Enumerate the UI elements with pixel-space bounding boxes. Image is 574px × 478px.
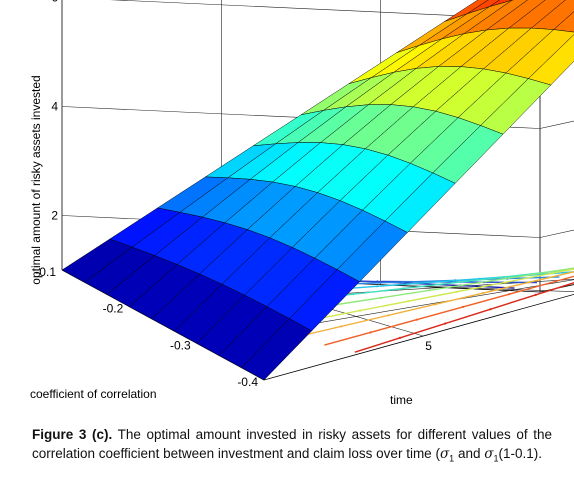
contour-line — [354, 282, 574, 353]
contour-marker — [444, 322, 447, 325]
contour-marker — [554, 280, 557, 283]
surface-patch — [241, 318, 313, 381]
contour-marker — [534, 293, 537, 296]
contour-marker — [352, 293, 355, 296]
contour-marker — [402, 287, 405, 290]
contour-marker — [481, 292, 484, 295]
corr-tick-label: -0.2 — [103, 302, 124, 316]
contour-marker — [369, 331, 372, 334]
contour-marker — [528, 281, 532, 284]
z-tick-label: 4 — [51, 100, 58, 114]
figure-caption: Figure 3 (c). The optimal amount investe… — [32, 425, 552, 469]
contour-marker — [551, 272, 554, 275]
corr-tick-label: -0.4 — [237, 375, 258, 389]
contour-marker — [527, 274, 530, 277]
caption-and: and — [457, 446, 481, 461]
contour-marker — [379, 296, 382, 299]
caption-tail: (1-0.1). — [498, 446, 542, 461]
contour-marker — [461, 305, 465, 308]
contour-marker — [387, 314, 390, 317]
surface-mesh — [61, 0, 574, 381]
contour-marker — [478, 281, 481, 284]
corr-tick-label: -0.1 — [35, 265, 56, 279]
contour-marker — [427, 281, 430, 284]
contour-marker — [358, 309, 362, 312]
z-tick-label: 6 — [51, 0, 58, 5]
contour-marker — [489, 308, 492, 311]
contour-marker — [407, 300, 410, 303]
contour-marker — [508, 293, 511, 296]
contour-marker — [398, 336, 402, 339]
z-tick-label: 2 — [51, 209, 58, 223]
contour-marker — [502, 275, 505, 279]
x-axis-label: time — [390, 393, 413, 407]
contour-marker — [503, 281, 506, 284]
y-axis-label: coefficient of correlation — [30, 387, 157, 401]
sigma-symbol-2: σ — [484, 446, 494, 462]
corr-tick-label: -0.3 — [170, 338, 191, 352]
figure-label: Figure 3 (c). — [32, 427, 113, 442]
contour-marker — [452, 281, 455, 284]
sigma-symbol-1: σ — [439, 446, 450, 462]
contour-marker — [428, 289, 432, 292]
contour-marker — [434, 303, 437, 306]
z-axis-label: optimal amount of risky assets invested — [29, 75, 43, 284]
contour-marker — [376, 285, 379, 288]
contour-marker — [415, 318, 418, 321]
axis-edge-line — [263, 293, 574, 381]
time-tick-label: 5 — [425, 339, 432, 353]
sigma-subscript-1: 1 — [449, 453, 455, 464]
contour-marker — [401, 281, 404, 284]
tick-labels: 2468-0.1-0.2-0.3-0.451015 — [35, 0, 432, 389]
contour-marker — [376, 280, 379, 283]
caption-text: The optimal amount invested in risky ass… — [32, 427, 552, 461]
contour-marker — [455, 290, 458, 293]
sigma-subscript-2: 1 — [493, 453, 499, 464]
contour-marker — [340, 325, 343, 328]
surface-plot: 2468-0.1-0.2-0.3-0.451015 optimal amount… — [29, 0, 574, 407]
grid-line — [539, 229, 574, 238]
